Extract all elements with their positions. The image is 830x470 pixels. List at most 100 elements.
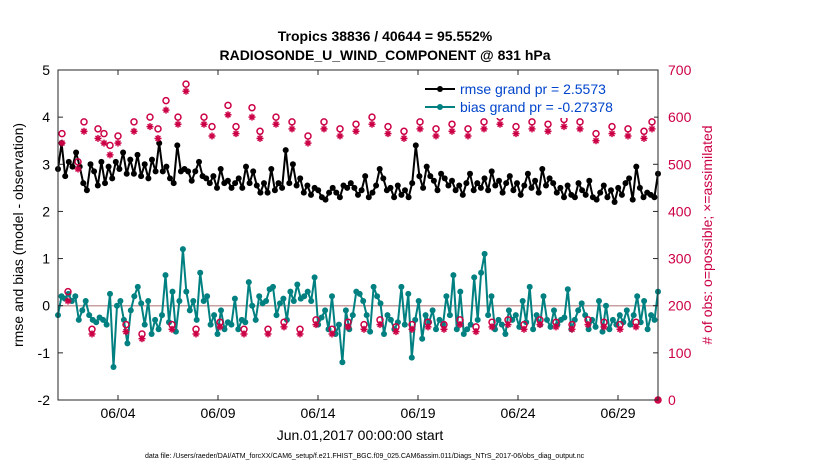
bias-point-30 bbox=[159, 312, 165, 319]
bias-point-35 bbox=[176, 298, 183, 304]
rmse-point-130 bbox=[524, 170, 531, 177]
rmse-point-19 bbox=[123, 170, 130, 177]
legend-rmse-label: rmse grand pr = 2.5573 bbox=[460, 81, 606, 97]
rmse-point-17 bbox=[116, 166, 123, 172]
bias-point-54 bbox=[242, 319, 249, 326]
rmse-point-14 bbox=[105, 163, 112, 170]
rmse-point-94 bbox=[394, 182, 401, 189]
rmse-point-99 bbox=[412, 142, 419, 149]
chart-marks bbox=[55, 80, 662, 404]
obs-assimilated-18 bbox=[192, 330, 200, 338]
obs-possible-7 bbox=[106, 141, 114, 150]
rmse-point-69 bbox=[304, 182, 311, 189]
rmse-point-82 bbox=[351, 184, 358, 191]
obs-assimilated-41 bbox=[376, 321, 384, 329]
bias-point-27 bbox=[148, 331, 155, 337]
legend-bias-marker bbox=[437, 104, 443, 110]
legend: rmse grand pr = 2.5573 bias grand pr = -… bbox=[418, 78, 654, 118]
obs-assimilated-28 bbox=[272, 120, 280, 128]
bias-point-141 bbox=[544, 316, 550, 323]
bias-point-25 bbox=[141, 321, 148, 328]
rmse-point-125 bbox=[506, 173, 513, 180]
rmse-point-61 bbox=[275, 180, 282, 187]
rmse-point-165 bbox=[651, 194, 658, 201]
bias-point-40 bbox=[193, 316, 200, 323]
obs-assimilated-38 bbox=[352, 127, 360, 135]
rmse-point-76 bbox=[329, 184, 336, 191]
bias-point-31 bbox=[162, 272, 169, 279]
obs-possible-70 bbox=[608, 122, 616, 131]
rmse-point-109 bbox=[449, 177, 455, 184]
bias-point-48 bbox=[221, 326, 228, 333]
bias-point-95 bbox=[384, 312, 391, 319]
rmse-point-27 bbox=[152, 168, 159, 175]
bias-point-93 bbox=[377, 300, 384, 307]
bias-point-123 bbox=[481, 250, 488, 257]
bias-point-16 bbox=[110, 364, 117, 370]
bias-point-51 bbox=[231, 295, 238, 302]
obs-possible-52 bbox=[464, 125, 472, 133]
obs-possible-60 bbox=[528, 118, 536, 126]
obs-assimilated-67 bbox=[584, 321, 592, 329]
obs-assimilated-73 bbox=[632, 323, 640, 331]
bias-point-101 bbox=[405, 290, 412, 297]
obs-possible-58 bbox=[512, 122, 520, 131]
obs-assimilated-26 bbox=[256, 134, 264, 142]
bias-point-57 bbox=[252, 316, 259, 323]
bias-point-44 bbox=[207, 321, 214, 328]
obs-possible-62 bbox=[544, 120, 552, 128]
bias-point-137 bbox=[530, 326, 537, 333]
obs-possible-30 bbox=[288, 118, 296, 126]
obs-assimilated-55 bbox=[488, 323, 496, 331]
obs-possible-13 bbox=[154, 125, 162, 133]
y-left-tick-label: -2 bbox=[38, 392, 51, 408]
rmse-point-70 bbox=[308, 191, 314, 198]
rmse-point-26 bbox=[149, 156, 155, 163]
rmse-point-86 bbox=[365, 194, 372, 201]
obs-assimilated-33 bbox=[312, 321, 320, 329]
obs-assimilated-32 bbox=[304, 139, 312, 147]
bias-point-45 bbox=[211, 312, 218, 319]
rmse-point-81 bbox=[347, 180, 354, 187]
obs-possible-68 bbox=[592, 129, 600, 138]
rmse-point-13 bbox=[102, 180, 108, 187]
bias-point-91 bbox=[370, 283, 377, 290]
obs-assimilated-2 bbox=[74, 165, 82, 173]
bias-point-159 bbox=[606, 326, 613, 333]
rmse-point-138 bbox=[553, 189, 560, 196]
rmse-point-68 bbox=[300, 189, 307, 196]
rmse-point-133 bbox=[535, 189, 542, 196]
legend-rmse-marker bbox=[437, 86, 443, 92]
bias-point-153 bbox=[585, 326, 592, 333]
rmse-point-48 bbox=[228, 184, 235, 191]
obs-possible-6 bbox=[100, 129, 108, 138]
bias-point-134 bbox=[519, 298, 526, 304]
rmse-point-114 bbox=[467, 170, 473, 177]
bias-point-81 bbox=[335, 321, 342, 328]
rmse-point-84 bbox=[358, 187, 365, 194]
rmse-point-155 bbox=[615, 184, 622, 191]
obs-possible-20 bbox=[208, 122, 216, 131]
rmse-point-59 bbox=[268, 166, 275, 172]
obs-possible-74 bbox=[640, 127, 648, 136]
obs-assimilated-0 bbox=[58, 139, 66, 147]
bias-point-11 bbox=[93, 319, 100, 326]
bias-point-42 bbox=[200, 298, 207, 304]
bias-point-36 bbox=[179, 246, 186, 253]
bias-point-9 bbox=[86, 312, 93, 319]
x-axis-label: Jun.01,2017 00:00:00 start bbox=[277, 427, 444, 443]
rmse-point-104 bbox=[430, 177, 437, 184]
obs-possible-8 bbox=[114, 132, 122, 140]
rmse-point-116 bbox=[474, 180, 481, 187]
rmse-point-145 bbox=[579, 187, 586, 194]
rmse-point-160 bbox=[633, 163, 640, 170]
y-right-tick-label: 0 bbox=[668, 392, 676, 408]
obs-possible-34 bbox=[320, 118, 328, 126]
rmse-point-153 bbox=[608, 187, 614, 194]
rmse-point-3 bbox=[65, 158, 72, 165]
bias-point-88 bbox=[360, 298, 367, 304]
rmse-point-101 bbox=[420, 184, 427, 191]
bias-point-102 bbox=[408, 354, 415, 361]
rmse-point-151 bbox=[600, 182, 607, 189]
rmse-point-161 bbox=[636, 184, 643, 191]
